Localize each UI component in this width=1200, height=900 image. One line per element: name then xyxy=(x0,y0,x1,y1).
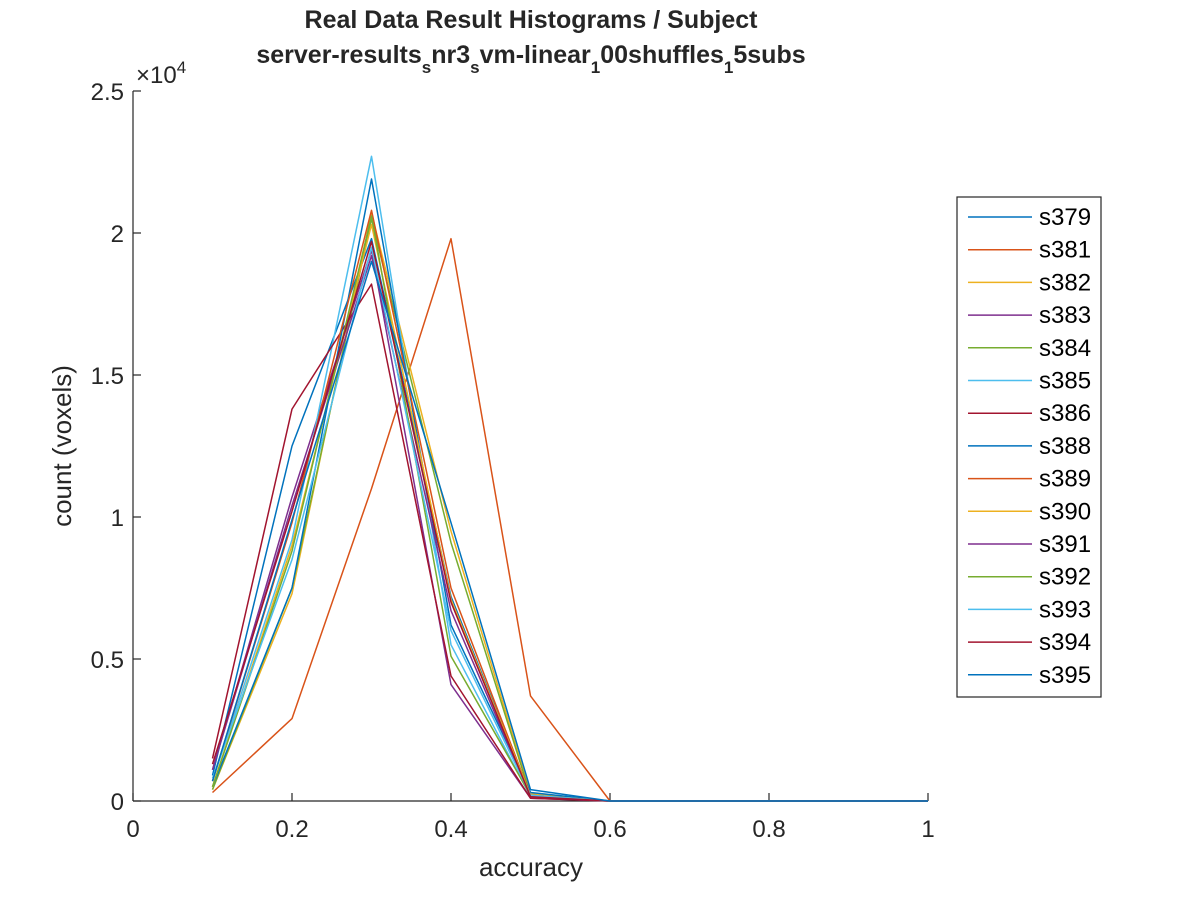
x-tick-label: 0 xyxy=(126,816,139,843)
subtitle-part: 1 xyxy=(591,58,600,77)
y-tick-label: 2 xyxy=(111,221,124,248)
legend-label-s382: s382 xyxy=(1039,269,1091,296)
legend-label-s395: s395 xyxy=(1039,662,1091,689)
subtitle-part: server-results xyxy=(256,41,421,69)
legend-box xyxy=(956,196,1102,698)
y-tick-label: 0.5 xyxy=(91,647,124,674)
legend-label-s388: s388 xyxy=(1039,433,1091,460)
legend-label-s389: s389 xyxy=(1039,466,1091,493)
subtitle-part: 1 xyxy=(724,58,733,77)
y-axis-label: count (voxels) xyxy=(47,365,77,527)
x-ticks: 0 0.2 0.4 0.6 0.8 1 xyxy=(126,793,935,843)
legend-label-s394: s394 xyxy=(1039,629,1091,656)
legend-label-s390: s390 xyxy=(1039,498,1091,525)
y-tick-label: 1.5 xyxy=(91,363,124,390)
y-tick-label: 0 xyxy=(111,789,124,816)
subtitle-part: vm-linear xyxy=(480,41,591,69)
x-tick-label: 1 xyxy=(921,816,934,843)
chart-title: Real Data Result Histograms / Subject xyxy=(305,6,759,34)
subtitle-part: nr3 xyxy=(431,41,470,69)
legend-label-s392: s392 xyxy=(1039,564,1091,591)
legend-label-s379: s379 xyxy=(1039,204,1091,231)
x-tick-label: 0.4 xyxy=(434,816,467,843)
legend-label-s384: s384 xyxy=(1039,335,1091,362)
x-axis-label: accuracy xyxy=(479,852,583,882)
legend-label-s393: s393 xyxy=(1039,596,1091,623)
y-ticks: 0 0.5 1 1.5 2 2.5 xyxy=(91,79,141,816)
legend-label-s385: s385 xyxy=(1039,368,1091,395)
subtitle-part: 5subs xyxy=(733,41,805,69)
series-lines xyxy=(211,155,928,802)
legend: s379 s381 s382 s383 s384 s385 s386 s388 s389 s390… xyxy=(956,196,1102,698)
series-line-s395 xyxy=(211,260,928,802)
subtitle-part: 00shuffles xyxy=(600,41,724,69)
chart-subtitle: server-resultssnr3svm-linear100shuffles1… xyxy=(256,41,805,77)
legend-items: s379 s381 s382 s383 s384 s385 s386 s388 s389 s390… xyxy=(968,204,1091,689)
x-tick-label: 0.6 xyxy=(593,816,626,843)
legend-label-s391: s391 xyxy=(1039,531,1091,558)
legend-label-s386: s386 xyxy=(1039,400,1091,427)
y-tick-label: 1 xyxy=(111,505,124,532)
x-tick-label: 0.2 xyxy=(275,816,308,843)
x-tick-label: 0.8 xyxy=(752,816,785,843)
legend-label-s381: s381 xyxy=(1039,237,1091,264)
legend-label-s383: s383 xyxy=(1039,302,1091,329)
subtitle-part: s xyxy=(470,58,479,77)
subtitle-part: s xyxy=(422,58,431,77)
y-exponent-label: ×104 xyxy=(136,58,186,89)
y-tick-label: 2.5 xyxy=(91,79,124,106)
